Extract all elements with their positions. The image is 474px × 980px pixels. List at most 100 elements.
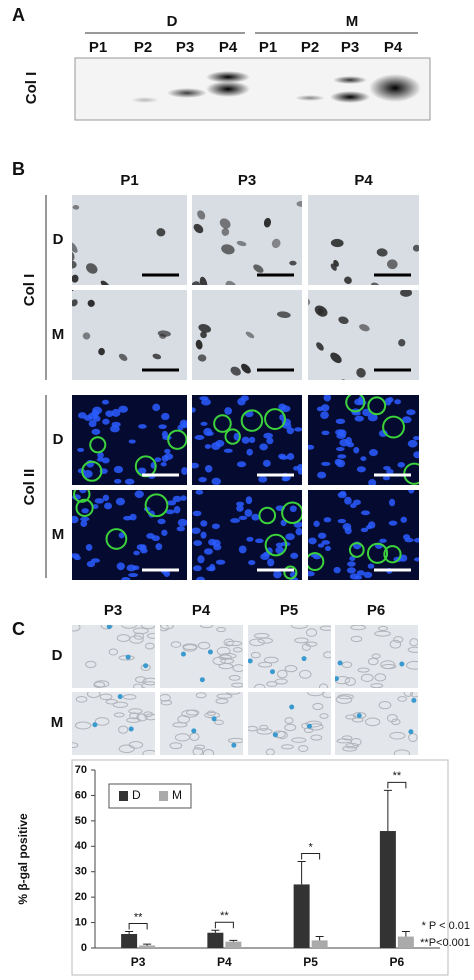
blue-cell: [272, 732, 278, 738]
nucleus: [180, 495, 187, 501]
lane-label: P2: [301, 39, 319, 56]
cell: [291, 737, 307, 743]
cell: [226, 692, 241, 695]
cell: [389, 639, 402, 649]
nucleus: [382, 475, 391, 481]
stained-cell: [308, 552, 325, 572]
nucleus: [368, 478, 377, 485]
cell: [200, 331, 207, 339]
cell: [319, 625, 331, 631]
nucleus: [402, 534, 411, 540]
cell: [210, 386, 220, 396]
row-label: D: [53, 231, 64, 248]
legend-swatch: [159, 791, 168, 801]
cell: [113, 712, 125, 718]
cell: [86, 692, 101, 699]
nucleus: [286, 427, 295, 435]
cell: [317, 308, 324, 315]
nucleus: [246, 448, 253, 456]
cell: [119, 381, 127, 390]
nucleus: [113, 465, 124, 474]
nucleus: [133, 550, 140, 556]
nucleus: [134, 490, 144, 499]
cell: [239, 152, 250, 161]
nucleus: [351, 411, 361, 416]
nucleus: [387, 397, 394, 403]
nucleus: [408, 490, 415, 494]
cell: [360, 673, 374, 682]
nucleus: [200, 531, 207, 539]
cell: [319, 713, 329, 719]
cell: [214, 719, 224, 726]
stained-cell: [144, 493, 169, 518]
cell: [192, 747, 204, 755]
column-label: P3: [238, 172, 256, 189]
micrograph-content: [72, 692, 155, 755]
nucleus: [238, 545, 247, 554]
bar: [293, 884, 310, 948]
nucleus: [160, 462, 167, 467]
cell: [135, 676, 147, 683]
nucleus: [198, 476, 207, 483]
cell: [142, 677, 155, 686]
lane-label: P1: [89, 39, 107, 56]
cell: [232, 647, 243, 653]
nucleus: [118, 405, 128, 413]
cell: [146, 633, 155, 639]
nucleus: [347, 561, 356, 567]
y-tick-label: 20: [75, 891, 87, 903]
row-label: Col I: [23, 72, 40, 105]
cell: [193, 223, 204, 234]
nucleus: [138, 424, 147, 429]
row-label: M: [51, 714, 64, 731]
stained-cell: [105, 528, 128, 550]
nucleus: [101, 457, 110, 464]
nucleus: [360, 527, 369, 533]
cell: [118, 744, 135, 754]
cell: [172, 722, 188, 728]
stained-cell: [383, 545, 402, 564]
cell: [51, 293, 59, 303]
nucleus: [336, 433, 347, 439]
blue-cell: [191, 728, 197, 734]
blue-cell: [289, 704, 295, 710]
cell: [250, 651, 261, 659]
cell: [216, 626, 227, 633]
cell: [249, 638, 265, 647]
micrograph-bg: [308, 195, 419, 285]
nucleus: [200, 421, 208, 426]
significance-label: **: [134, 911, 143, 923]
nucleus: [192, 462, 200, 469]
nucleus: [262, 459, 271, 467]
nucleus: [104, 502, 113, 510]
nucleus: [273, 570, 282, 579]
nucleus: [204, 465, 213, 473]
micrograph: [72, 395, 187, 485]
cell: [350, 737, 362, 747]
cell: [182, 643, 198, 651]
cell: [197, 210, 206, 220]
nucleus: [215, 559, 226, 565]
bar: [225, 941, 242, 948]
cell: [0, 242, 2, 251]
blue-cell: [211, 716, 217, 722]
nucleus: [110, 425, 120, 433]
nucleus: [192, 527, 201, 534]
cell: [221, 244, 235, 255]
cell: [410, 692, 418, 698]
cell: [330, 352, 342, 364]
cell: [144, 642, 155, 650]
y-tick-label: 10: [75, 916, 87, 928]
cell: [160, 700, 173, 706]
cell: [284, 664, 298, 673]
cell: [386, 259, 398, 270]
cell: [408, 733, 418, 743]
cell: [219, 653, 237, 659]
cell: [26, 233, 33, 245]
blue-cell: [248, 658, 253, 664]
nucleus: [317, 532, 327, 539]
cell: [22, 262, 32, 276]
nucleus: [91, 428, 101, 435]
nucleus: [259, 443, 268, 451]
cell: [284, 723, 297, 732]
